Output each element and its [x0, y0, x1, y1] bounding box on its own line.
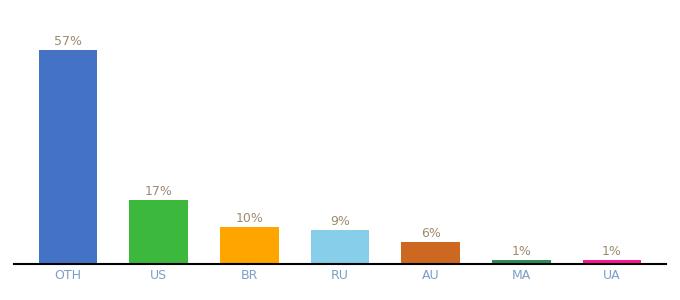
Bar: [220, 226, 279, 264]
Text: 10%: 10%: [235, 212, 263, 225]
Text: 17%: 17%: [145, 185, 173, 198]
Bar: [492, 260, 551, 264]
Bar: [311, 230, 369, 264]
Text: 9%: 9%: [330, 215, 350, 228]
Text: 1%: 1%: [602, 245, 622, 258]
Text: 1%: 1%: [511, 245, 531, 258]
Bar: [583, 260, 641, 264]
Bar: [129, 200, 188, 264]
Bar: [401, 242, 460, 264]
Text: 6%: 6%: [421, 226, 441, 240]
Text: 57%: 57%: [54, 35, 82, 48]
Bar: [39, 50, 97, 264]
